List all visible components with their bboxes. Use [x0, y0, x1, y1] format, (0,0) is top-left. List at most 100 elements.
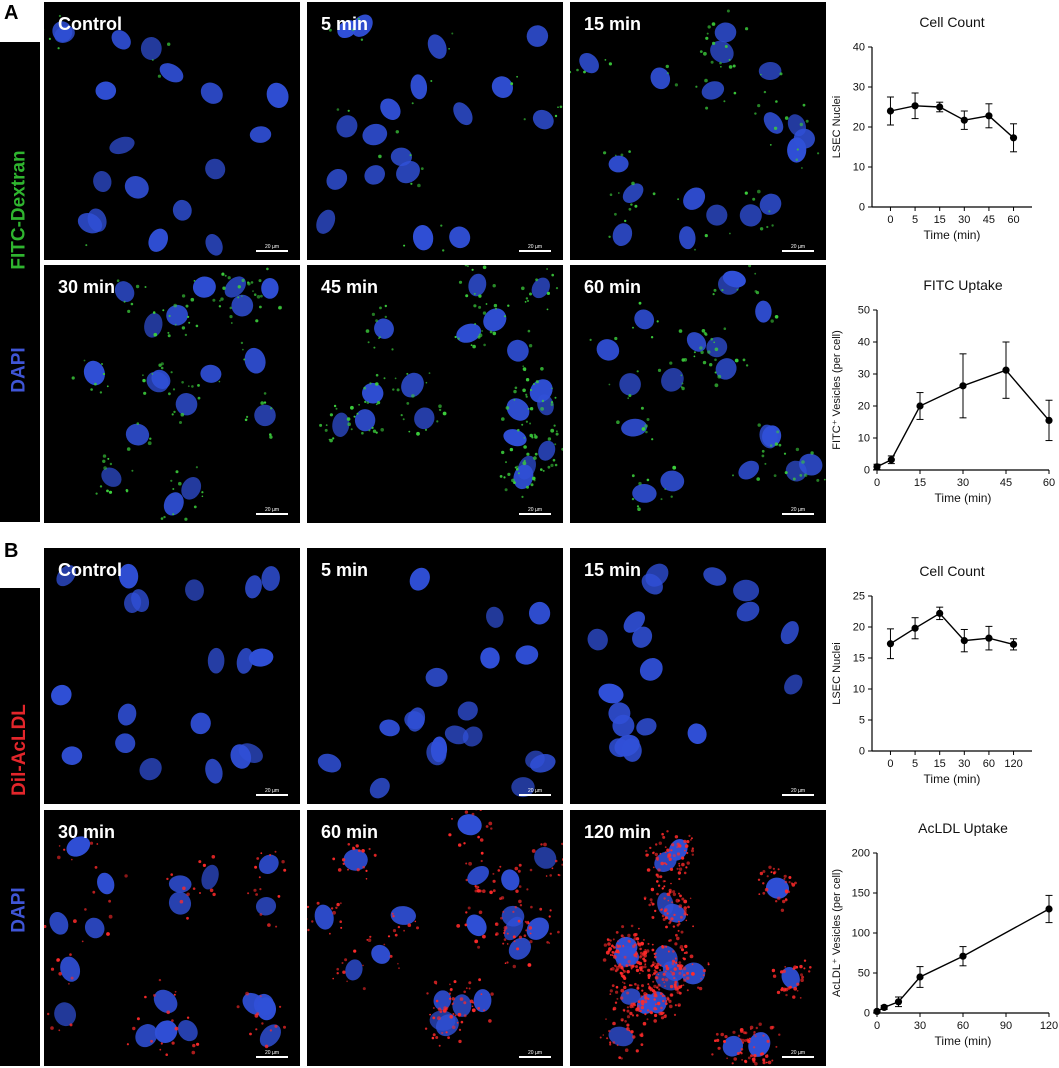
vesicle — [648, 903, 651, 907]
vesicle — [631, 497, 635, 501]
vesicle — [165, 1053, 168, 1056]
nucleus — [722, 1035, 744, 1057]
vesicle — [664, 908, 668, 912]
vesicle — [192, 887, 196, 890]
vesicle — [611, 984, 615, 987]
vesicle — [191, 385, 194, 388]
vesicle — [269, 433, 272, 436]
vesicle — [639, 1033, 643, 1037]
vesicle — [793, 986, 798, 991]
vesicle — [640, 941, 644, 946]
vesicle — [788, 876, 792, 879]
nucleus — [612, 223, 633, 246]
vesicle — [458, 843, 462, 847]
vesicle — [723, 1040, 726, 1043]
vesicle — [741, 1059, 743, 1061]
vesicle — [628, 394, 632, 398]
vesicle — [237, 296, 240, 299]
vesicle — [664, 916, 668, 920]
vesicle — [160, 366, 164, 370]
vesicle — [429, 1013, 431, 1016]
vesicle — [770, 871, 773, 874]
vesicle — [678, 971, 682, 975]
nucleus — [619, 373, 641, 396]
tile-label: 45 min — [321, 277, 379, 297]
vesicle — [628, 963, 631, 966]
vesicle — [341, 858, 346, 862]
vesicle — [255, 893, 258, 896]
vesicle — [142, 378, 146, 383]
vesicle — [492, 331, 497, 336]
vesicle — [635, 951, 638, 953]
vesicle — [632, 1002, 636, 1006]
nucleus — [409, 567, 430, 591]
vesicle — [198, 860, 202, 864]
vesicle — [195, 324, 199, 328]
nucleus — [362, 382, 384, 404]
panel-a-tile-3: 15 min 20 µm — [570, 2, 826, 260]
vesicle — [440, 224, 443, 227]
vesicle — [516, 465, 519, 468]
nucleus — [632, 483, 657, 503]
nucleus — [526, 25, 549, 47]
vesicle — [548, 915, 551, 918]
vesicle — [529, 940, 533, 944]
vesicle — [106, 932, 110, 936]
vesicle — [369, 935, 372, 938]
vesicle — [403, 929, 405, 932]
vesicle — [784, 966, 787, 968]
vesicle — [623, 976, 627, 980]
vesicle — [384, 304, 387, 308]
vesicle — [690, 839, 692, 841]
vesicle — [329, 28, 332, 32]
vesicle — [512, 910, 515, 913]
vesicle — [153, 332, 158, 337]
vesicle — [126, 447, 131, 451]
x-tick-label: 5 — [912, 758, 918, 770]
vesicle — [387, 935, 391, 938]
vesicle — [449, 988, 453, 991]
vesicle — [653, 993, 657, 998]
vesicle — [131, 469, 134, 472]
vesicle — [709, 363, 713, 367]
vesicle — [269, 854, 272, 856]
vesicle — [503, 926, 508, 930]
vesicle — [526, 299, 530, 302]
vesicle — [707, 350, 711, 354]
vesicle — [667, 853, 672, 857]
nucleus — [412, 225, 434, 251]
vesicle — [624, 219, 627, 223]
vesicle — [664, 1002, 668, 1005]
vesicle — [823, 478, 826, 481]
vesicle — [808, 970, 811, 973]
vesicle — [674, 835, 679, 839]
vesicle — [150, 1039, 153, 1043]
vesicle — [691, 847, 694, 850]
vesicle — [630, 203, 633, 206]
data-point — [880, 1003, 888, 1012]
vesicle — [782, 969, 786, 974]
vesicle — [766, 1039, 770, 1043]
vesicle — [402, 418, 405, 421]
tile-image — [316, 14, 563, 252]
vesicle — [356, 412, 359, 415]
vesicle — [603, 151, 607, 155]
vesicle — [174, 990, 177, 993]
vesicle — [801, 167, 803, 169]
vesicle — [554, 859, 558, 863]
vesicle — [546, 268, 548, 270]
vesicle — [431, 1036, 435, 1040]
vesicle — [186, 892, 190, 897]
vesicle — [380, 428, 384, 432]
x-tick-label: 60 — [983, 758, 995, 770]
vesicle — [742, 358, 746, 362]
vesicle — [670, 495, 673, 498]
vesicle — [478, 294, 482, 298]
nucleus — [54, 1002, 77, 1027]
tile-label: 15 min — [584, 14, 642, 34]
y-tick-label: 25 — [853, 591, 865, 603]
vesicle — [475, 885, 479, 890]
vesicle — [647, 942, 650, 945]
vesicle — [667, 997, 670, 1001]
vesicle — [395, 130, 399, 134]
